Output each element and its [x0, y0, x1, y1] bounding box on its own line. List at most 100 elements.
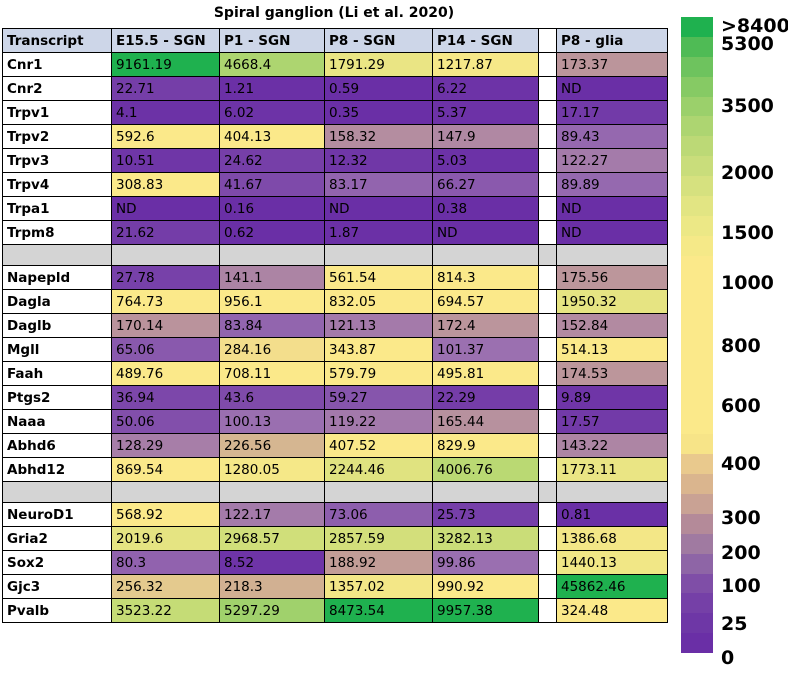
value-cell: 66.27	[432, 172, 539, 197]
scale-segment	[681, 176, 713, 196]
value-cell: 22.29	[432, 385, 539, 410]
scale-label: 600	[721, 395, 761, 417]
scale-segment	[681, 315, 713, 335]
value-cell: 1280.05	[219, 457, 325, 482]
value-cell: 869.54	[111, 457, 220, 482]
value-cell: 0.81	[556, 502, 668, 527]
color-scale-labels: >8400 5300 3500 2000 1500 1000 800 600 400 300 200…	[681, 17, 788, 677]
gap-cell	[538, 76, 557, 101]
gap-cell	[538, 124, 557, 149]
value-cell: 5297.29	[219, 598, 325, 623]
scale-label: 1500	[721, 222, 774, 244]
scale-segment	[681, 394, 713, 415]
value-cell: 764.73	[111, 289, 220, 314]
value-cell: 4006.76	[432, 457, 539, 482]
scale-label: 25	[721, 613, 748, 635]
value-cell: 4.1	[111, 100, 220, 125]
value-cell: 1357.02	[324, 574, 433, 599]
table-row: Napepld 27.78 141.1 561.54 814.3 175.56	[2, 265, 668, 290]
value-cell: 592.6	[111, 124, 220, 149]
gap-cell	[538, 289, 557, 314]
value-cell: 1.21	[219, 76, 325, 101]
scale-segment	[681, 593, 713, 614]
separator-cell	[111, 481, 220, 503]
table-row: Trpa1 ND 0.16 ND 0.38 ND	[2, 196, 668, 221]
value-cell: 814.3	[432, 265, 539, 290]
table-row: Trpv2 592.6 404.13 158.32 147.9 89.43	[2, 124, 668, 149]
transcript-label: Ptgs2	[2, 385, 112, 410]
value-cell: 514.13	[556, 337, 668, 362]
table-row: Abhd12 869.54 1280.05 2244.46 4006.76 1773.11	[2, 457, 668, 482]
table-row: Faah 489.76 708.11 579.79 495.81 174.53	[2, 361, 668, 386]
table-row: Trpv3 10.51 24.62 12.32 5.03 122.27	[2, 148, 668, 173]
separator-cell	[556, 481, 668, 503]
transcript-label: Abhd6	[2, 433, 112, 458]
value-cell: 141.1	[219, 265, 325, 290]
value-cell: 143.22	[556, 433, 668, 458]
color-scale-bar	[681, 17, 713, 653]
transcript-label: Trpv3	[2, 148, 112, 173]
scale-segment	[681, 573, 713, 594]
gap-cell	[538, 574, 557, 599]
scale-label: 200	[721, 542, 761, 564]
value-cell: 1440.13	[556, 550, 668, 575]
scale-label: 3500	[721, 95, 774, 117]
separator-cell	[538, 481, 557, 503]
value-cell: 495.81	[432, 361, 539, 386]
table-row: Daglb 170.14 83.84 121.13 172.4 152.84	[2, 313, 668, 338]
scale-segment	[681, 36, 713, 57]
scale-label: 2000	[721, 162, 774, 184]
value-cell: 5.37	[432, 100, 539, 125]
separator-cell	[324, 244, 433, 266]
value-cell: 10.51	[111, 148, 220, 173]
separator-cell	[219, 481, 325, 503]
column-header: P1 - SGN	[219, 28, 325, 53]
scale-segment	[681, 255, 713, 276]
value-cell: 579.79	[324, 361, 433, 386]
value-cell: ND	[432, 220, 539, 245]
value-cell: 407.52	[324, 433, 433, 458]
value-cell: 175.56	[556, 265, 668, 290]
value-cell: 1217.87	[432, 52, 539, 77]
gap-cell	[538, 385, 557, 410]
value-cell: 1773.11	[556, 457, 668, 482]
value-cell: 8473.54	[324, 598, 433, 623]
value-cell: ND	[324, 196, 433, 221]
group-separator-row	[2, 244, 668, 266]
gap-cell	[538, 433, 557, 458]
gap-cell	[538, 526, 557, 551]
value-cell: 829.9	[432, 433, 539, 458]
value-cell: 17.57	[556, 409, 668, 434]
value-cell: 990.92	[432, 574, 539, 599]
value-cell: 59.27	[324, 385, 433, 410]
table-row: Naaa 50.06 100.13 119.22 165.44 17.57	[2, 409, 668, 434]
transcript-label: Trpv1	[2, 100, 112, 125]
value-cell: 27.78	[111, 265, 220, 290]
value-cell: 45862.46	[556, 574, 668, 599]
gap-cell	[538, 172, 557, 197]
value-cell: 1791.29	[324, 52, 433, 77]
value-cell: 147.9	[432, 124, 539, 149]
value-cell: 324.48	[556, 598, 668, 623]
group-separator-row	[2, 481, 668, 503]
scale-label: 300	[721, 507, 761, 529]
table-row: Gjc3 256.32 218.3 1357.02 990.92 45862.46	[2, 574, 668, 599]
value-cell: 165.44	[432, 409, 539, 434]
gap-cell	[538, 409, 557, 434]
value-cell: 121.13	[324, 313, 433, 338]
value-cell: 174.53	[556, 361, 668, 386]
value-cell: 9957.38	[432, 598, 539, 623]
value-cell: 6.02	[219, 100, 325, 125]
separator-cell	[2, 481, 112, 503]
scale-label: 0	[721, 647, 735, 669]
gap-cell	[538, 457, 557, 482]
scale-segment	[681, 156, 713, 176]
gap-cell	[538, 502, 557, 527]
column-header: E15.5 - SGN	[111, 28, 220, 53]
transcript-label: Cnr2	[2, 76, 112, 101]
scale-segment	[681, 434, 713, 455]
value-cell: 17.17	[556, 100, 668, 125]
separator-cell	[111, 244, 220, 266]
value-cell: 5.03	[432, 148, 539, 173]
table-row: Dagla 764.73 956.1 832.05 694.57 1950.32	[2, 289, 668, 314]
